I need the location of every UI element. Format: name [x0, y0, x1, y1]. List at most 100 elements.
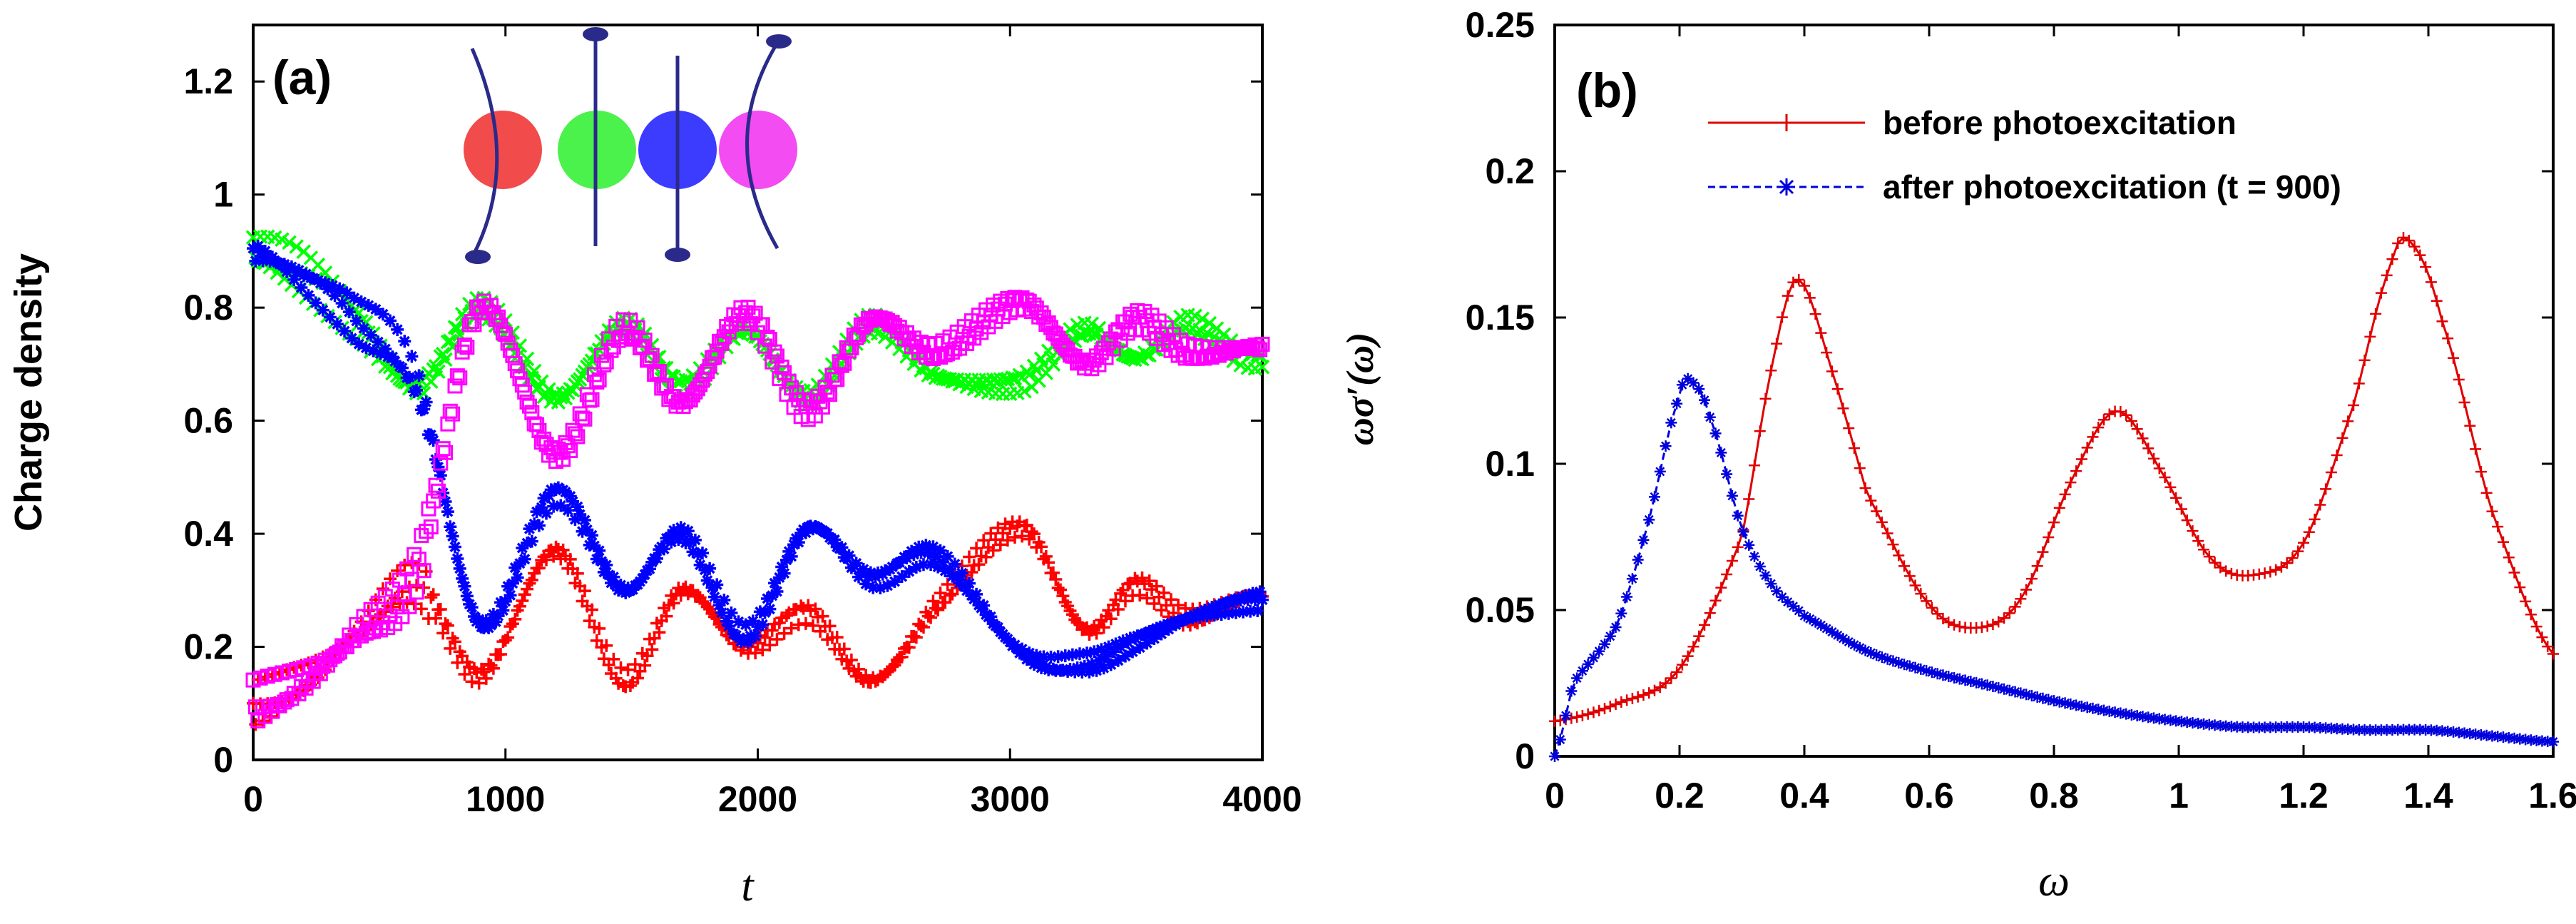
- data-point: [2342, 415, 2354, 427]
- data-point: [2314, 499, 2326, 511]
- data-point: [621, 663, 635, 676]
- data-point: [2542, 641, 2554, 653]
- data-point: [540, 553, 553, 567]
- y-axis-label-a: Charge density: [7, 253, 50, 532]
- data-point: [2259, 567, 2271, 579]
- data-point: [2281, 557, 2293, 569]
- data-point: [2331, 450, 2343, 462]
- data-point: [526, 363, 542, 379]
- data-point: [2192, 535, 2204, 547]
- data-point: [2009, 601, 2021, 613]
- data-point: [424, 591, 438, 604]
- data-point: [498, 327, 513, 342]
- data-point: [590, 634, 603, 647]
- data-point: [442, 403, 458, 419]
- data-point: [763, 602, 777, 616]
- data-point: [499, 634, 512, 647]
- data-point: [516, 594, 529, 607]
- data-point: [430, 483, 446, 499]
- data-point: [426, 588, 440, 601]
- data-point: [760, 330, 775, 345]
- data-point: [549, 540, 563, 554]
- data-point: [1172, 599, 1185, 612]
- axis-1-ytick-label: 0: [1515, 736, 1535, 776]
- data-point: [2348, 400, 2359, 411]
- data-point: [525, 573, 538, 587]
- data-point: [577, 411, 593, 427]
- data-point: [2070, 465, 2082, 477]
- data-point: [2164, 481, 2177, 493]
- data-point: [376, 582, 389, 596]
- data-point: [631, 671, 645, 685]
- data-point: [402, 370, 416, 384]
- data-point: [572, 406, 588, 422]
- data-point: [2148, 452, 2160, 464]
- data-point: [1042, 556, 1056, 569]
- data-point: [921, 609, 935, 623]
- data-point: [837, 642, 851, 656]
- data-point: [419, 524, 434, 539]
- data-point: [2547, 648, 2559, 660]
- data-point: [435, 441, 451, 457]
- data-point: [447, 378, 463, 394]
- data-point: [2003, 607, 2015, 619]
- data-point: [2520, 595, 2532, 607]
- data-point: [496, 604, 510, 617]
- data-point: [1849, 442, 1860, 455]
- data-point: [756, 618, 770, 631]
- data-point: [681, 524, 695, 538]
- axis-0-ytick-label: 0.4: [183, 514, 233, 554]
- data-point: [433, 455, 449, 471]
- data-point: [1643, 687, 1655, 699]
- data-point: [2414, 249, 2426, 261]
- data-point: [1593, 645, 1605, 657]
- data-point: [1943, 671, 1955, 683]
- data-point: [591, 372, 607, 388]
- data-point: [571, 567, 584, 580]
- data-point: [1017, 384, 1032, 399]
- data-point: [1898, 560, 1910, 572]
- data-point: [426, 493, 441, 509]
- data-point: [1554, 733, 1566, 746]
- data-point: [1915, 588, 1927, 600]
- data-point: [1859, 482, 1871, 494]
- data-point: [1693, 630, 1705, 642]
- data-point: [823, 619, 837, 633]
- data-point: [767, 344, 782, 360]
- data-point: [1682, 372, 1694, 385]
- data-point: [2209, 557, 2221, 569]
- data-point: [491, 309, 506, 325]
- data-point: [1809, 308, 1821, 320]
- data-point: [1721, 468, 1733, 480]
- data-point: [749, 646, 762, 660]
- data-point: [660, 609, 673, 623]
- data-point: [570, 429, 586, 445]
- axis-0-xtick-label: 4000: [1222, 779, 1302, 819]
- inset-rod-4-cap: [766, 34, 792, 49]
- data-point: [563, 443, 578, 459]
- data-point: [465, 675, 479, 689]
- data-point: [1671, 666, 1683, 678]
- data-point: [2486, 505, 2498, 517]
- data-point: [770, 584, 784, 598]
- data-point: [1726, 489, 1738, 502]
- data-point: [513, 599, 526, 613]
- axis-1-ytick-label: 0.05: [1466, 590, 1535, 630]
- data-point: [395, 361, 409, 375]
- data-point: [859, 669, 873, 682]
- panel-label-a: (a): [272, 51, 332, 105]
- data-point: [1665, 417, 1677, 429]
- data-point: [2043, 531, 2055, 543]
- data-point: [1111, 654, 1125, 667]
- series-0: [1549, 231, 2559, 727]
- data-point: [700, 600, 714, 614]
- axis-1-ytick-label: 0.15: [1466, 298, 1535, 337]
- data-point: [777, 365, 792, 381]
- legend-marker-after: [1778, 178, 1795, 196]
- data-point: [2292, 545, 2304, 557]
- data-point: [2309, 513, 2321, 525]
- data-point: [607, 652, 620, 666]
- data-point: [508, 612, 522, 626]
- data-point: [816, 609, 829, 623]
- data-point: [2203, 551, 2215, 563]
